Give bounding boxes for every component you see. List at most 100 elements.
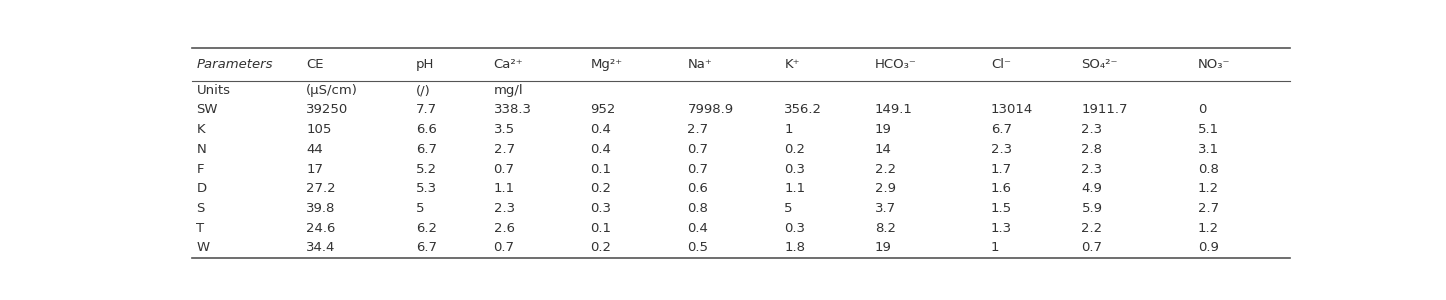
Text: pH: pH (416, 58, 434, 71)
Text: 3.1: 3.1 (1197, 143, 1219, 156)
Text: HCO₃⁻: HCO₃⁻ (875, 58, 917, 71)
Text: 2.2: 2.2 (1082, 222, 1103, 235)
Text: mg/l: mg/l (493, 84, 523, 97)
Text: N: N (197, 143, 207, 156)
Text: 0.7: 0.7 (687, 163, 709, 176)
Text: 1.1: 1.1 (493, 182, 515, 195)
Text: W: W (197, 242, 210, 254)
Text: 44: 44 (307, 143, 322, 156)
Text: 0.3: 0.3 (784, 222, 805, 235)
Text: 0.7: 0.7 (1082, 242, 1102, 254)
Text: 952: 952 (590, 103, 616, 116)
Text: 5.9: 5.9 (1082, 202, 1102, 215)
Text: 0.3: 0.3 (784, 163, 805, 176)
Text: 0.7: 0.7 (493, 163, 515, 176)
Text: 0.9: 0.9 (1197, 242, 1219, 254)
Text: SW: SW (197, 103, 218, 116)
Text: 5.3: 5.3 (416, 182, 437, 195)
Text: 5.2: 5.2 (416, 163, 437, 176)
Text: 0.3: 0.3 (590, 202, 612, 215)
Text: 0.8: 0.8 (1197, 163, 1219, 176)
Text: (μS/cm): (μS/cm) (307, 84, 359, 97)
Text: 8.2: 8.2 (875, 222, 895, 235)
Text: 338.3: 338.3 (493, 103, 532, 116)
Text: 39250: 39250 (307, 103, 348, 116)
Text: 0.6: 0.6 (687, 182, 709, 195)
Text: 1.1: 1.1 (784, 182, 805, 195)
Text: 0.4: 0.4 (590, 143, 612, 156)
Text: 6.6: 6.6 (416, 123, 437, 136)
Text: 1: 1 (784, 123, 792, 136)
Text: 0.5: 0.5 (687, 242, 709, 254)
Text: 1: 1 (991, 242, 999, 254)
Text: 4.9: 4.9 (1082, 182, 1102, 195)
Text: 5: 5 (416, 202, 425, 215)
Text: 2.3: 2.3 (1082, 163, 1103, 176)
Text: 2.7: 2.7 (687, 123, 709, 136)
Text: 27.2: 27.2 (307, 182, 335, 195)
Text: 5.1: 5.1 (1197, 123, 1219, 136)
Text: Ca²⁺: Ca²⁺ (493, 58, 523, 71)
Text: 0.2: 0.2 (784, 143, 805, 156)
Text: 2.3: 2.3 (1082, 123, 1103, 136)
Text: 34.4: 34.4 (307, 242, 335, 254)
Text: 19: 19 (875, 242, 892, 254)
Text: Parameters: Parameters (197, 58, 273, 71)
Text: 2.3: 2.3 (991, 143, 1012, 156)
Text: 17: 17 (307, 163, 324, 176)
Text: 0.1: 0.1 (590, 163, 612, 176)
Text: 13014: 13014 (991, 103, 1034, 116)
Text: S: S (197, 202, 205, 215)
Text: 0.8: 0.8 (687, 202, 709, 215)
Text: 1.6: 1.6 (991, 182, 1012, 195)
Text: 6.7: 6.7 (416, 242, 437, 254)
Text: 3.5: 3.5 (493, 123, 515, 136)
Text: 0.4: 0.4 (590, 123, 612, 136)
Text: F: F (197, 163, 204, 176)
Text: SO₄²⁻: SO₄²⁻ (1082, 58, 1118, 71)
Text: 14: 14 (875, 143, 892, 156)
Text: 3.7: 3.7 (875, 202, 897, 215)
Text: 24.6: 24.6 (307, 222, 335, 235)
Text: Cl⁻: Cl⁻ (991, 58, 1011, 71)
Text: Units: Units (197, 84, 230, 97)
Text: Na⁺: Na⁺ (687, 58, 713, 71)
Text: 0.7: 0.7 (687, 143, 709, 156)
Text: 2.6: 2.6 (493, 222, 515, 235)
Text: K: K (197, 123, 205, 136)
Text: 149.1: 149.1 (875, 103, 912, 116)
Text: 2.8: 2.8 (1082, 143, 1102, 156)
Text: 1.2: 1.2 (1197, 222, 1219, 235)
Text: 39.8: 39.8 (307, 202, 335, 215)
Text: (/): (/) (416, 84, 431, 97)
Text: 7998.9: 7998.9 (687, 103, 733, 116)
Text: 19: 19 (875, 123, 892, 136)
Text: T: T (197, 222, 204, 235)
Text: 1.7: 1.7 (991, 163, 1012, 176)
Text: Mg²⁺: Mg²⁺ (590, 58, 623, 71)
Text: 1.3: 1.3 (991, 222, 1012, 235)
Text: 1911.7: 1911.7 (1082, 103, 1128, 116)
Text: D: D (197, 182, 207, 195)
Text: 7.7: 7.7 (416, 103, 437, 116)
Text: 1.2: 1.2 (1197, 182, 1219, 195)
Text: 0.1: 0.1 (590, 222, 612, 235)
Text: 2.2: 2.2 (875, 163, 897, 176)
Text: 0.2: 0.2 (590, 242, 612, 254)
Text: 2.7: 2.7 (493, 143, 515, 156)
Text: 0: 0 (1197, 103, 1206, 116)
Text: 0.4: 0.4 (687, 222, 709, 235)
Text: CE: CE (307, 58, 324, 71)
Text: 2.9: 2.9 (875, 182, 895, 195)
Text: 0.2: 0.2 (590, 182, 612, 195)
Text: K⁺: K⁺ (784, 58, 800, 71)
Text: 6.7: 6.7 (991, 123, 1012, 136)
Text: 6.2: 6.2 (416, 222, 437, 235)
Text: 356.2: 356.2 (784, 103, 823, 116)
Text: 1.5: 1.5 (991, 202, 1012, 215)
Text: NO₃⁻: NO₃⁻ (1197, 58, 1231, 71)
Text: 105: 105 (307, 123, 331, 136)
Text: 2.3: 2.3 (493, 202, 515, 215)
Text: 6.7: 6.7 (416, 143, 437, 156)
Text: 0.7: 0.7 (493, 242, 515, 254)
